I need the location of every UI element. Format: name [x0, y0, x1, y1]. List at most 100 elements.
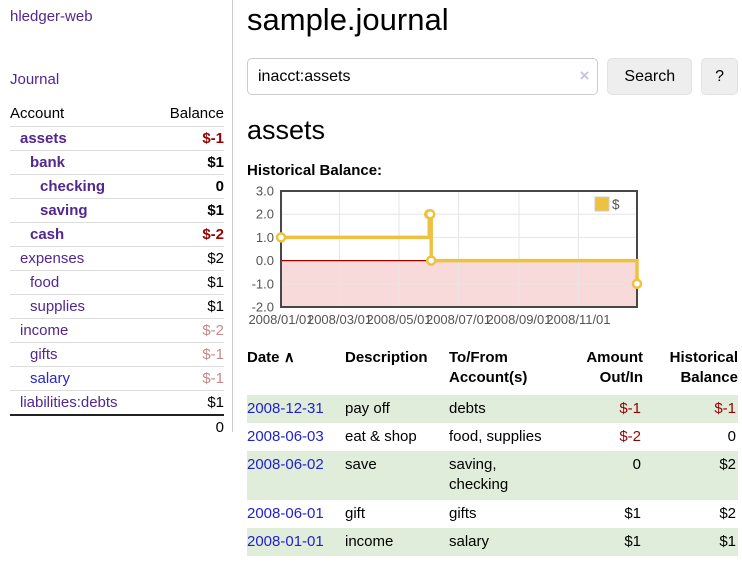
account-balance: 0	[152, 174, 224, 199]
register-accounts: saving, checking	[449, 456, 509, 494]
accounts-table: Account Balance assets $-1 bank $1 checking 0…	[10, 102, 224, 439]
register-description: income	[345, 532, 394, 550]
account-link[interactable]: income	[20, 322, 69, 339]
y-axis-tick-label: -2.0	[252, 300, 274, 315]
transaction-date-link[interactable]: 2008-01-01	[247, 532, 324, 550]
x-axis-tick-label: 2008/07/01	[426, 312, 491, 327]
search-button[interactable]: Search	[607, 58, 693, 95]
account-row: supplies $1	[10, 294, 224, 319]
account-link[interactable]: salary	[30, 370, 71, 387]
account-link[interactable]: checking	[40, 178, 106, 195]
accounts-header-account: Account	[10, 105, 65, 122]
x-axis-tick-label: 2008/11/01	[546, 312, 610, 327]
transaction-date-link[interactable]: 2008-06-02	[247, 456, 324, 473]
sort-ascending-icon: ∧	[283, 349, 295, 366]
transaction-date-link[interactable]: 2008-12-31	[247, 399, 324, 417]
account-balance: $-2	[152, 222, 224, 247]
account-row: expenses $2	[10, 246, 224, 271]
register-amount: 0	[632, 456, 641, 473]
register-header-row: Date ∧ Description To/From Account(s) Am…	[247, 344, 738, 395]
y-axis-tick-label: 1.0	[256, 230, 274, 245]
account-link[interactable]: assets	[20, 130, 67, 147]
account-link[interactable]: saving	[40, 202, 88, 219]
accounts-header-balance: Balance	[169, 105, 224, 122]
x-axis-tick-label: 2008/09/01	[486, 312, 551, 327]
register-description: gift	[345, 504, 366, 522]
x-axis-tick-label: 2008/01/01	[248, 312, 313, 327]
register-accounts: gifts	[449, 504, 477, 522]
register-table: Date ∧ Description To/From Account(s) Am…	[247, 344, 738, 556]
account-link[interactable]: cash	[30, 226, 65, 243]
account-row: food $1	[10, 270, 224, 295]
register-amount: $-1	[619, 399, 641, 417]
register-balance: 0	[727, 427, 736, 445]
transaction-date-link[interactable]: 2008-06-03	[247, 427, 324, 445]
account-link[interactable]: gifts	[30, 346, 58, 363]
register-row: 2008-06-01 gift gifts $1 $2	[247, 500, 738, 528]
data-point-marker[interactable]	[424, 208, 436, 220]
accounts-total-balance: 0	[152, 414, 224, 439]
account-link[interactable]: liabilities:debts	[20, 394, 118, 411]
account-link[interactable]: supplies	[30, 298, 86, 315]
historical-balance-chart[interactable]: $3.0 2.0 1.0 0.0 -1.0 -2.0 2008/01/01 2008/03/0…	[247, 184, 647, 330]
chart-title: Historical Balance:	[247, 162, 383, 179]
app-title-link[interactable]: hledger-web	[10, 8, 93, 25]
account-balance: $-1	[152, 126, 224, 151]
y-axis-tick-label: 2.0	[256, 207, 274, 222]
register-balance: $2	[719, 504, 736, 522]
sidebar-item-journal[interactable]: Journal	[10, 71, 60, 88]
account-row: saving $1	[10, 198, 224, 223]
legend-label: $	[612, 197, 620, 212]
search-form: × Search ?	[247, 58, 738, 95]
y-axis-tick-label: -1.0	[252, 276, 274, 291]
account-balance: $1	[152, 198, 224, 223]
register-balance: $2	[719, 456, 736, 473]
account-balance: $1	[152, 270, 224, 295]
data-point-marker[interactable]	[631, 278, 643, 290]
register-header-balance: Historical Balance	[669, 349, 738, 387]
account-balance: $1	[152, 294, 224, 319]
register-accounts: food, supplies	[449, 427, 542, 445]
page-title: sample.journal	[247, 2, 449, 37]
register-accounts: salary	[449, 532, 490, 550]
account-link[interactable]: bank	[30, 154, 66, 171]
account-balance: $-2	[152, 318, 224, 343]
account-balance: $1	[152, 150, 224, 175]
register-row: 2008-06-02 save saving, checking 0 $2	[247, 451, 738, 500]
register-accounts: debts	[449, 399, 486, 417]
register-amount: $1	[624, 532, 641, 550]
register-row: 2008-06-03 eat & shop food, supplies $-2 0	[247, 423, 738, 451]
register-header-accounts: To/From Account(s)	[449, 349, 528, 387]
account-row: liabilities:debts $1	[10, 390, 224, 415]
y-axis-tick-label: 3.0	[256, 184, 274, 199]
register-row: 2008-12-31 pay off debts $-1 $-1	[247, 394, 738, 423]
y-axis-tick-label: 0.0	[256, 253, 274, 268]
account-link[interactable]: food	[30, 274, 60, 291]
x-axis-tick-label: 2008/03/01	[307, 312, 372, 327]
register-header-date[interactable]: Date ∧	[247, 349, 295, 366]
data-point-marker[interactable]	[425, 255, 437, 266]
account-row: checking 0	[10, 174, 224, 199]
account-link[interactable]: expenses	[20, 250, 85, 267]
account-row: income $-2	[10, 318, 224, 343]
account-row: cash $-2	[10, 222, 224, 247]
data-point-marker[interactable]	[275, 232, 287, 243]
account-balance: $-1	[152, 342, 224, 367]
register-amount: $-2	[619, 427, 641, 445]
account-row: assets $-1	[10, 126, 224, 151]
search-input[interactable]	[247, 58, 599, 95]
account-balance: $2	[152, 246, 224, 271]
legend-swatch-icon	[594, 196, 610, 212]
transaction-date-link[interactable]: 2008-06-01	[247, 504, 324, 522]
account-row: bank $1	[10, 150, 224, 175]
help-button[interactable]: ?	[701, 58, 738, 95]
account-row: salary $-1	[10, 366, 224, 391]
account-row: gifts $-1	[10, 342, 224, 367]
register-balance: $-1	[714, 399, 736, 417]
main-content: sample.journal × Search ? assets Histori…	[247, 0, 738, 556]
plot-border	[280, 190, 638, 308]
register-header-amount: Amount Out/In	[586, 349, 643, 387]
clear-search-icon[interactable]: ×	[579, 66, 590, 85]
register-description: save	[345, 456, 377, 473]
account-heading: assets	[247, 115, 326, 145]
